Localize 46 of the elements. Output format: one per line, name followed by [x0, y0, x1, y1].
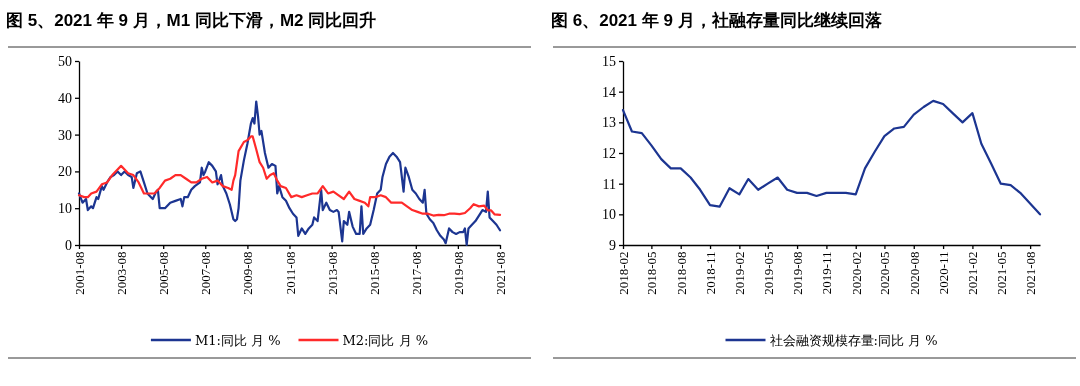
chart-title: 图 6、2021 年 9 月，社融存量同比继续回落: [551, 11, 882, 30]
x-tick-label: 2017-08: [408, 251, 424, 295]
x-tick-label: 2001-08: [72, 251, 88, 295]
y-tick-label: 30: [58, 127, 72, 143]
line-series: [77, 135, 502, 217]
x-tick-label: 2020-05: [877, 251, 893, 295]
x-tick-label: 2021-02: [965, 251, 981, 295]
x-tick-label: 2020-02: [848, 251, 864, 295]
y-tick-label: 50: [58, 53, 72, 69]
x-tick-label: 2019-11: [819, 251, 835, 295]
legend-label: M1:同比 月 %: [194, 333, 281, 348]
y-tick-label: 11: [602, 176, 616, 192]
y-tick-label: 15: [602, 53, 616, 69]
x-tick-label: 2018-11: [703, 251, 719, 295]
y-tick-label: 20: [58, 164, 72, 180]
y-tick-label: 10: [602, 207, 616, 223]
x-tick-label: 2003-08: [114, 251, 130, 295]
x-tick-label: 2019-02: [732, 251, 748, 295]
y-tick-label: 12: [602, 145, 616, 161]
y-tick-label: 13: [602, 115, 616, 131]
x-tick-label: 2009-08: [240, 251, 256, 295]
x-tick-label: 2018-05: [644, 251, 660, 295]
y-tick-label: 9: [609, 237, 616, 253]
x-tick-label: 2005-08: [156, 251, 172, 295]
legend-label: 社会融资规模存量:同比 月 %: [769, 333, 938, 348]
x-tick-label: 2007-08: [198, 251, 214, 295]
x-tick-label: 2019-08: [790, 251, 806, 295]
chart-title: 图 5、2021 年 9 月，M1 同比下滑，M2 同比回升: [6, 11, 377, 30]
x-tick-label: 2015-08: [366, 251, 382, 295]
x-tick-label: 2020-11: [936, 251, 952, 295]
x-tick-label: 2018-08: [673, 251, 689, 295]
x-tick-label: 2019-05: [760, 251, 776, 295]
x-tick-label: 2011-08: [282, 251, 298, 295]
x-tick-label: 2019-08: [450, 251, 466, 295]
x-tick-label: 2021-08: [1023, 251, 1039, 295]
y-tick-label: 10: [58, 201, 72, 217]
x-tick-label: 2021-05: [993, 251, 1009, 295]
y-tick-label: 14: [602, 84, 616, 100]
line-series: [621, 99, 1042, 216]
x-tick-label: 2021-08: [493, 251, 509, 295]
legend-label: M2:同比 月 %: [342, 333, 429, 348]
y-tick-label: 40: [58, 90, 72, 106]
x-tick-label: 2013-08: [324, 251, 340, 295]
y-tick-label: 0: [65, 237, 72, 253]
x-tick-label: 2018-02: [616, 251, 632, 295]
x-tick-label: 2020-08: [906, 251, 922, 295]
